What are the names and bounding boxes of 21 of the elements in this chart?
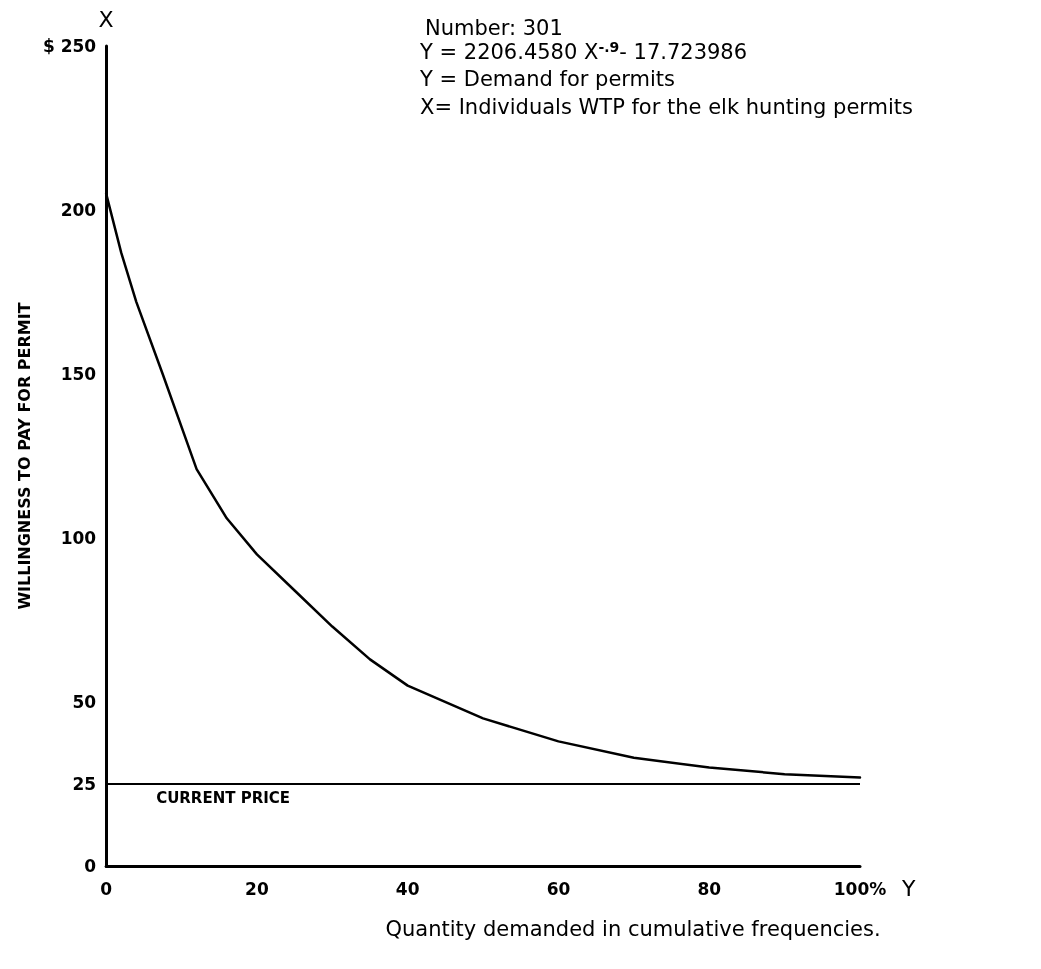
- y-axis-title: WILLINGNESS TO PAY FOR PERMIT: [14, 302, 34, 610]
- text: Y: [901, 875, 916, 901]
- chart-title: Number: 301: [425, 15, 563, 40]
- y-tick-label: 25: [72, 774, 97, 794]
- annotation: Y = Demand for permits: [419, 66, 676, 91]
- x-tick-label: 100%: [833, 878, 887, 899]
- annotation: X= Individuals WTP for the elk hunting permits: [420, 94, 914, 119]
- x-tick-label: 60: [546, 878, 571, 899]
- text: X: [98, 6, 114, 32]
- y-tick-label: 0: [84, 856, 97, 876]
- y-tick-label: 200: [60, 200, 97, 220]
- y-tick-label: $ 250: [42, 36, 97, 56]
- x-tick-label: 20: [245, 878, 269, 899]
- ref-line-label: CURRENT PRICE: [156, 788, 291, 807]
- x-tick-label: 0: [100, 878, 113, 899]
- x-axis-title: Quantity demanded in cumulative frequencies.: [385, 916, 881, 941]
- y-tick-label: 100: [60, 528, 97, 548]
- x-tick-label: 80: [697, 878, 722, 899]
- x-tick-label: 40: [395, 878, 420, 899]
- y-tick-label: 150: [60, 364, 97, 384]
- y-tick-label: 50: [72, 692, 97, 712]
